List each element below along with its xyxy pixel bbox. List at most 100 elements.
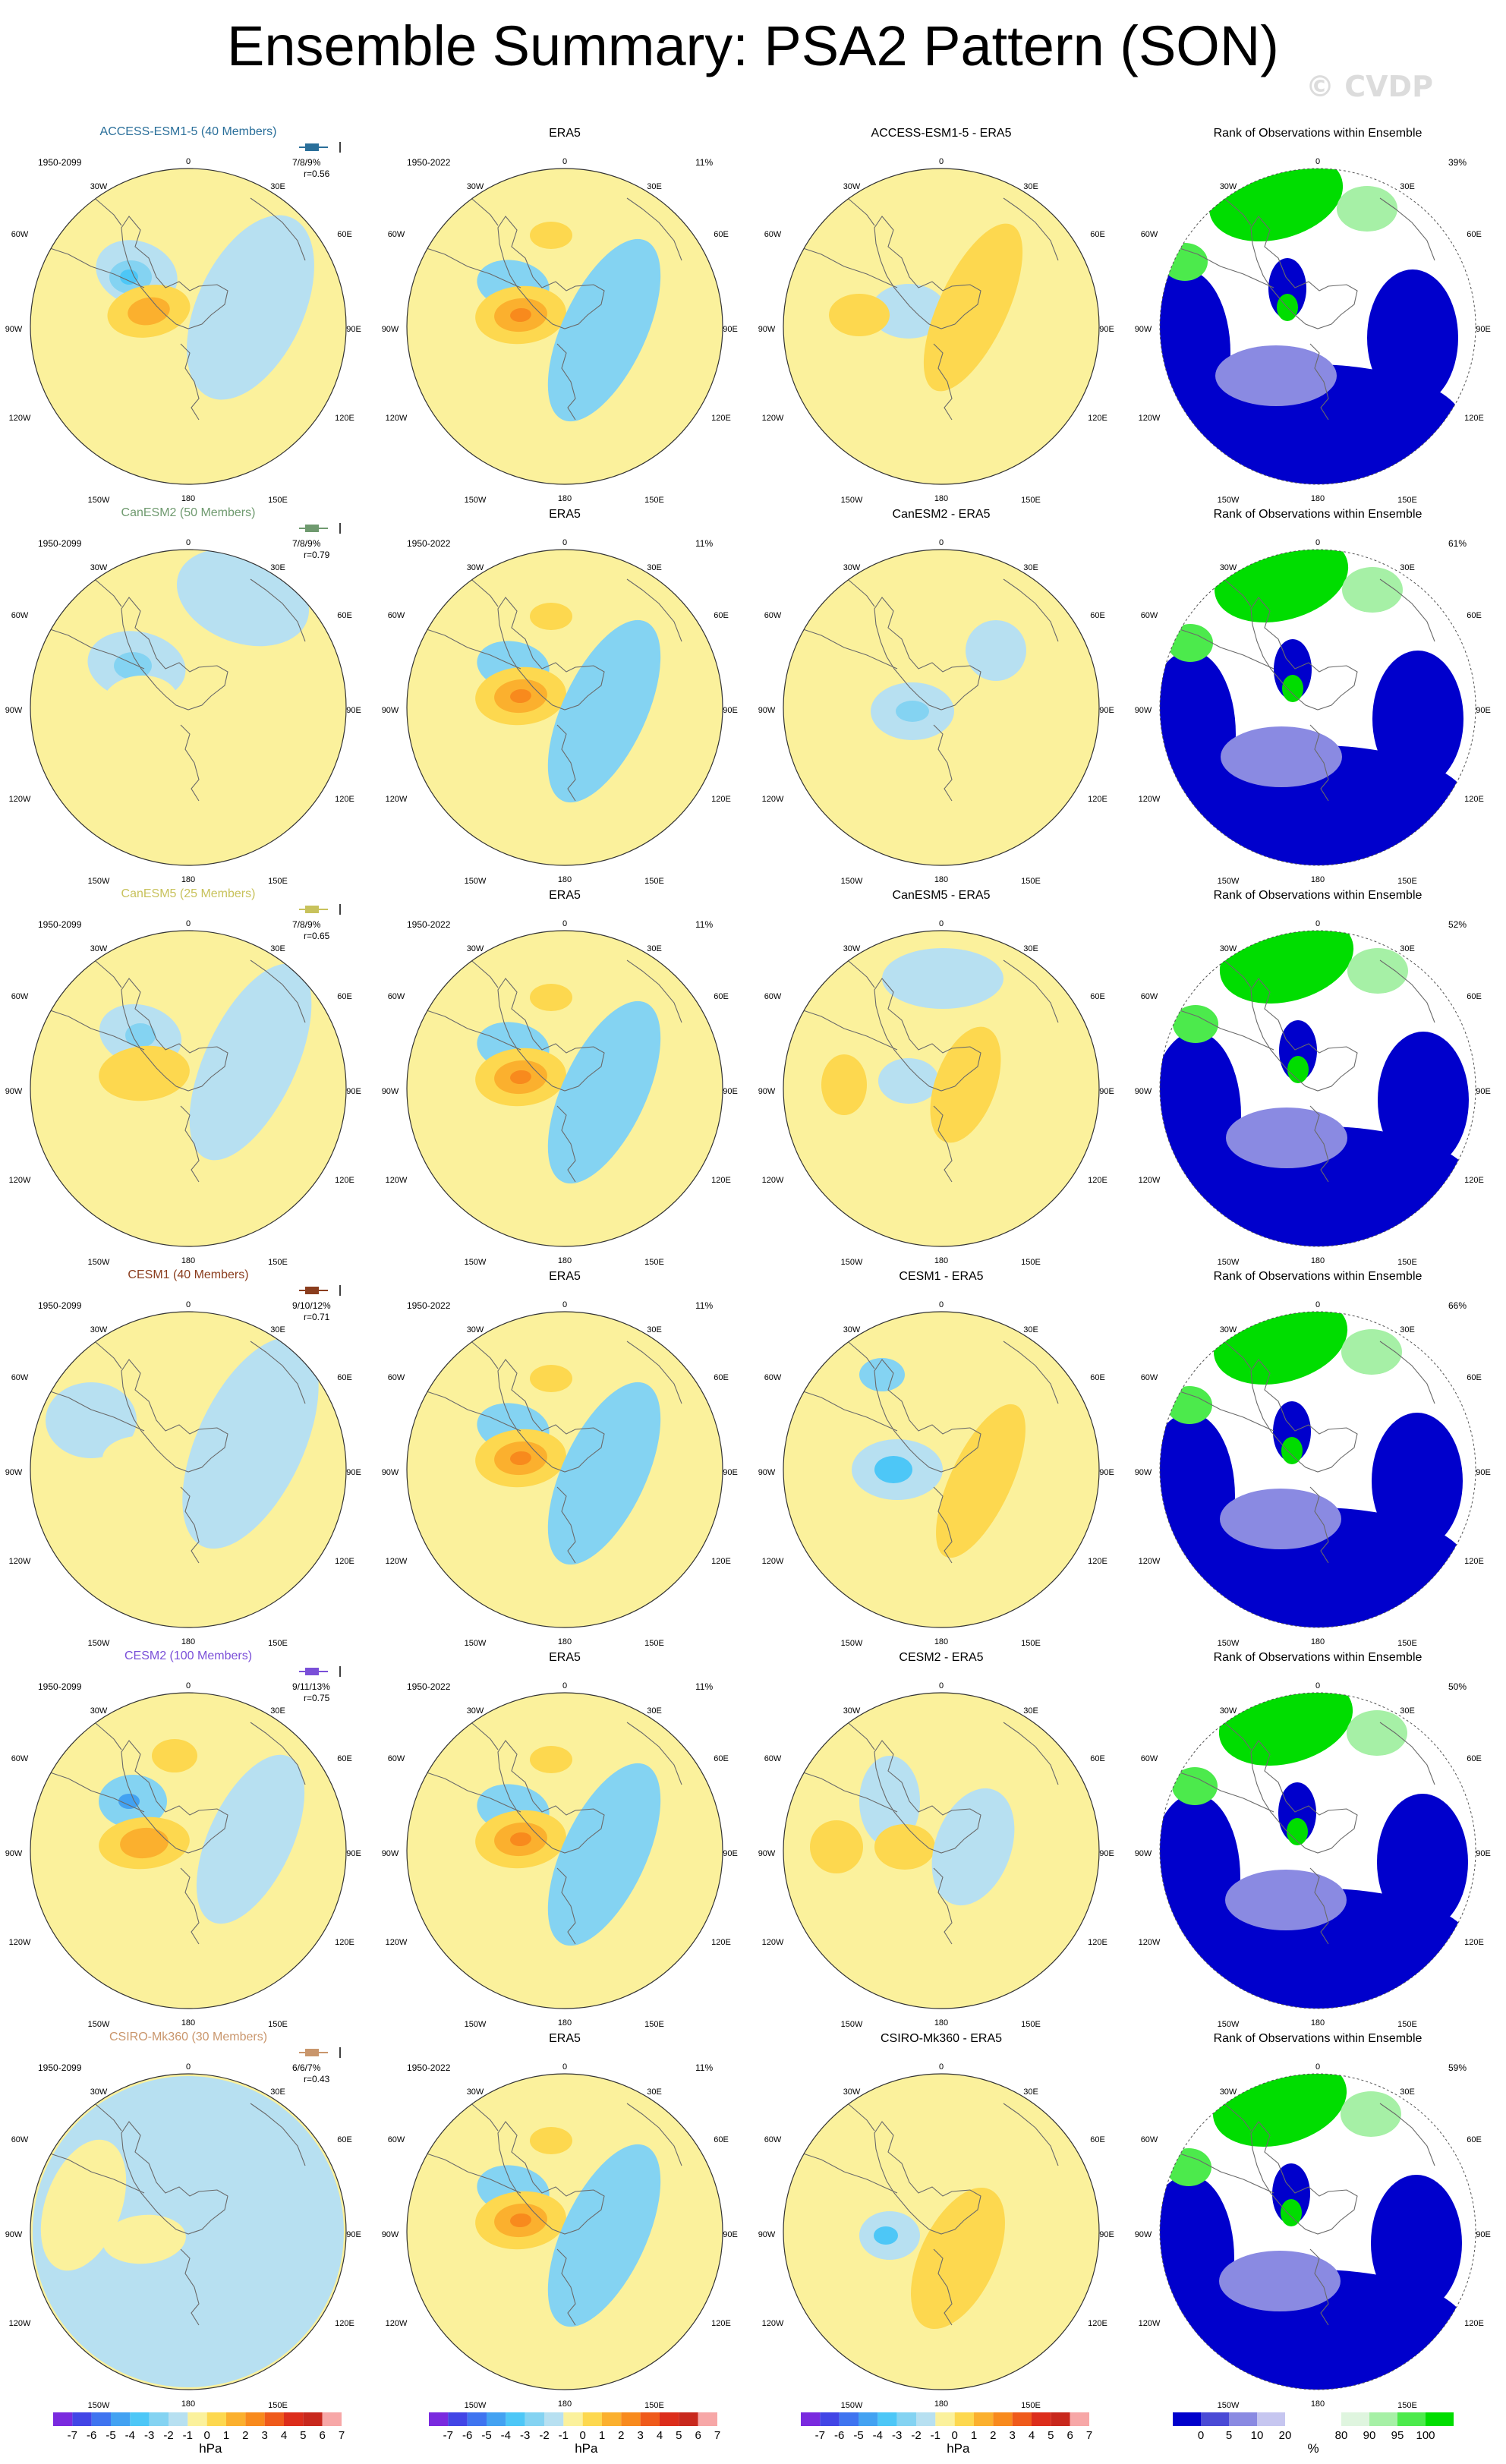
panel-model-3: CESM1 (40 Members) 1950-2099 9/10/12% r=0.7… [0,1268,376,1648]
panel-diff-1: CanESM2 - ERA5 0 30E 60E 90E 120E 150E 180 150W 1… [753,506,1130,886]
map-svg [30,168,347,485]
map-lon-label-e2: 90E [346,1849,361,1858]
panel-model-4: CESM2 (100 Members) 1950-2099 9/11/13% r=0.… [0,1649,376,2029]
percent-label: 9/11/13% [292,1681,330,1692]
period-label: 1950-2022 [407,157,451,168]
colorbar-swatch [226,2412,246,2426]
rank-map-border [1159,549,1476,866]
south-america-outline [798,1389,898,1432]
africa-outline [467,194,499,226]
map-lon-label-ne: 30E [1400,2087,1415,2097]
map-border [30,549,347,866]
panel-diff-3: CESM1 - ERA5 0 30E 60E 90E 120E 150E 180 150W 120… [753,1268,1130,1648]
map-border [783,549,1100,866]
low-west [46,1382,137,1458]
panel-title: Rank of Observations within Ensemble [1213,127,1423,140]
rank-green-nw [1166,2148,1211,2186]
high-center [874,1824,935,1870]
colorbar-swatch [896,2412,916,2426]
percent-label: 66% [1448,1300,1467,1311]
colorbar-swatch [660,2412,679,2426]
map-contours [30,1312,346,1627]
africa-outline [90,1338,122,1369]
antarctica-outline [121,1359,228,1473]
australia-outline [1379,1722,1435,1785]
high-north [530,222,572,249]
map-lon-label-se: 150E [644,2020,664,2029]
map-contours [783,2074,1099,2390]
panel-title: CESM1 (40 Members) [128,1268,249,1281]
map-lon-label-e1: 60E [337,230,352,239]
map-lon-label-bottom: 180 [557,1256,572,1265]
map-svg [30,549,347,866]
correlation-label: r=0.75 [304,1693,330,1703]
rank-colorbar-swatch [1313,2412,1341,2426]
australia-outline [250,1722,306,1785]
high-east [930,1026,1001,1143]
map-border [783,1311,1100,1628]
map-lon-label-bottom: 180 [934,1637,949,1646]
map-lon-label-top: 0 [1315,1300,1321,1309]
map-lon-label-w3: 120W [385,1938,408,1947]
south-america-outline [421,1389,521,1432]
new-zealand-outline [933,1486,953,1564]
low-east [189,963,312,1161]
colorbar-tick: 3 [261,2429,267,2442]
panel-rank-1: Rank of Observations within Ensemble 61% 0… [1130,506,1506,886]
south-america-outline [1174,627,1274,670]
colorbar-tick: 6 [695,2429,701,2442]
low-core [896,701,929,722]
south-america-outline [1174,246,1274,288]
map-lon-label-w2: 90W [1134,1849,1152,1858]
spread-box [298,904,341,915]
map-lon-label-bottom: 180 [557,875,572,884]
rank-blue-east [1371,2175,1462,2311]
rank-lightgreen-ne [1337,186,1397,232]
rank-lightgreen-ne [1347,1710,1407,1756]
colorbar-swatch [801,2412,821,2426]
spread-box-body [305,906,319,913]
rank-map-border [1159,1311,1476,1628]
africa-outline [843,575,875,607]
rank-lightgreen-ne [1341,2091,1401,2137]
map-lon-label-w2: 90W [381,2230,399,2239]
map-lon-label-e3: 120E [711,1938,731,1947]
map-lon-label-e3: 120E [711,414,731,423]
high-eye [510,307,531,323]
rank-colorbar-tick: 80 [1335,2429,1348,2442]
panel-obs-1: ERA5 1950-2022 11% 0 30E 60E 90E 120E 150E 180 150… [376,506,753,886]
colorbar-tick: 1 [599,2429,605,2442]
map-lon-label-ne: 30E [647,563,662,572]
rank-lightblue-band [1219,2251,1341,2311]
map-lon-label-w3: 120W [1138,414,1161,423]
map-lon-label-e1: 60E [337,992,352,1001]
rank-colorbar-swatch [1229,2412,1257,2426]
rank-map-border [1159,168,1476,485]
australia-outline [626,2103,682,2166]
south-america-outline [798,1008,898,1051]
map-lon-label-nw: 30W [843,182,861,191]
map-lon-label-top: 0 [562,2062,568,2072]
map-lon-label-e1: 60E [714,1373,729,1382]
map-lon-label-e1: 60E [337,2135,352,2144]
south-america-outline [45,2151,145,2194]
map-lon-label-nw: 30W [90,1706,108,1716]
rank-cells [1160,931,1476,1246]
map-lon-label-nw: 30W [843,2087,861,2097]
antarctica-outline [497,216,605,329]
rank-map-svg [1159,2073,1476,2390]
high-center [99,1045,190,1101]
rank-colorbar-tick: 10 [1251,2429,1264,2442]
map-lon-label-ne: 30E [1400,1325,1415,1334]
map-lon-label-e3: 120E [711,1557,731,1566]
colorbar-swatch [582,2412,602,2426]
map-lon-label-e2: 90E [1099,325,1114,334]
rank-cells [1160,2074,1476,2390]
low-east [931,1788,1015,1906]
panel-model-5: CSIRO-Mk360 (30 Members) 1950-2099 6/6/7% r… [0,2031,376,2410]
map-lon-label-nw: 30W [466,182,484,191]
map-lon-label-sw: 150W [87,496,110,505]
map-lon-label-e3: 120E [1088,1938,1107,1947]
rank-blue-east [1377,1794,1468,1930]
map-lon-label-se: 150E [644,496,664,505]
